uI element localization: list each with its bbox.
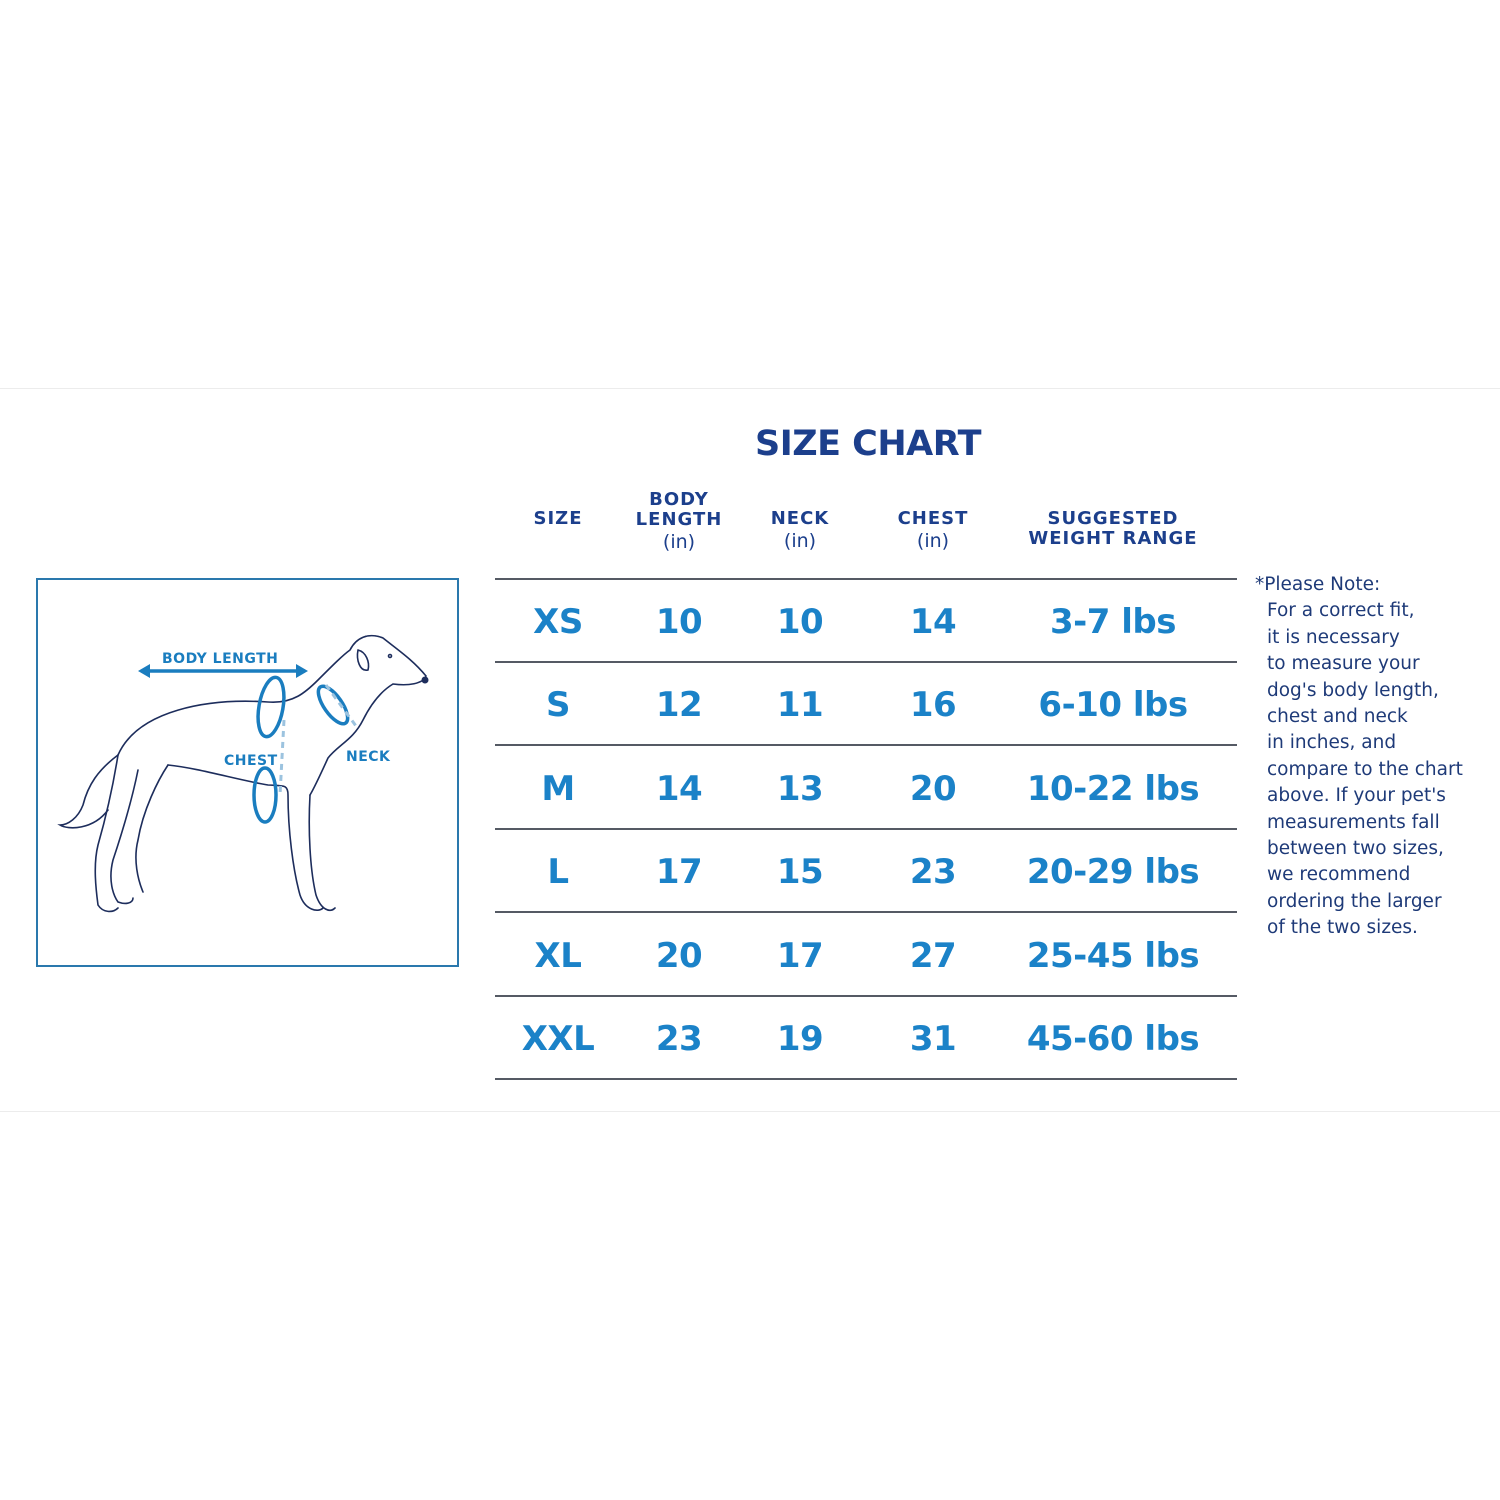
header-body-length: BODY LENGTH (in)	[629, 490, 729, 554]
page-title: SIZE CHART	[754, 424, 982, 464]
note-line: chest and neck	[1267, 706, 1408, 728]
header-label: BODY LENGTH	[635, 489, 723, 530]
table-cell: XL	[534, 935, 582, 976]
table-cell: L	[547, 852, 569, 893]
table-cell: 10-22 lbs	[1026, 768, 1200, 809]
note-line: measurements fall	[1267, 811, 1440, 833]
table-cell: XS	[533, 602, 583, 642]
chest-loop-icon	[256, 675, 286, 739]
table-divider	[495, 994, 1237, 997]
header-unit: (in)	[662, 531, 696, 553]
table-cell: 10	[776, 602, 824, 642]
table-cell: 16	[909, 685, 957, 726]
table-cell: 20-29 lbs	[1026, 852, 1200, 893]
table-cell: 20	[655, 935, 703, 976]
note-line: it is necessary	[1267, 626, 1400, 648]
note-line: between two sizes,	[1267, 838, 1444, 860]
header-neck: NECK (in)	[771, 509, 830, 553]
table-cell: 19	[776, 1019, 824, 1059]
table-cell: 31	[909, 1019, 957, 1059]
table-divider	[495, 578, 1237, 580]
header-label: SUGGESTED WEIGHT RANGE	[1028, 508, 1198, 549]
table-cell: 12	[655, 685, 703, 726]
table-cell: 14	[655, 768, 703, 809]
table-cell: 3-7 lbs	[1050, 602, 1177, 642]
table-cell: 17	[776, 935, 824, 976]
table-cell: 23	[909, 852, 957, 893]
note-line: ordering the larger	[1267, 890, 1442, 912]
header-size: SIZE	[533, 509, 582, 529]
table-cell: 13	[776, 768, 824, 809]
dog-illustration: BODY LENGTH CHEST NECK	[57, 634, 429, 913]
table-cell: S	[546, 685, 571, 726]
table-cell: 23	[655, 1019, 703, 1059]
table-divider	[495, 744, 1237, 747]
note-line: of the two sizes.	[1267, 917, 1418, 939]
note-line: above. If your pet's	[1267, 785, 1446, 807]
table-cell: 10	[655, 602, 703, 642]
size-chart-panel	[0, 388, 1500, 1112]
note-line: to measure your	[1267, 653, 1420, 675]
dog-measurement-diagram: BODY LENGTH CHEST NECK	[36, 578, 459, 967]
table-divider	[495, 661, 1237, 663]
dog-nose	[421, 676, 429, 684]
note-line: compare to the chart	[1267, 758, 1463, 780]
table-divider	[495, 1078, 1237, 1080]
note-line: For a correct fit,	[1267, 600, 1415, 622]
header-weight-range: SUGGESTED WEIGHT RANGE	[1018, 509, 1208, 549]
table-cell: 6-10 lbs	[1038, 685, 1188, 726]
note-line: we recommend	[1267, 864, 1411, 886]
header-unit: (in)	[916, 530, 950, 552]
body-length-label: BODY LENGTH	[162, 651, 278, 667]
note-line: dog's body length,	[1267, 679, 1439, 701]
neck-label: NECK	[346, 749, 391, 765]
header-label: CHEST	[897, 508, 969, 529]
table-cell: 25-45 lbs	[1026, 935, 1200, 976]
header-label: NECK	[770, 508, 830, 529]
table-divider	[495, 911, 1237, 914]
header-chest: CHEST (in)	[898, 509, 969, 553]
chest-loop-icon	[252, 766, 278, 824]
note-line: in inches, and	[1267, 732, 1397, 754]
header-label: SIZE	[533, 508, 583, 529]
table-cell: 14	[909, 602, 957, 642]
table-cell: 11	[776, 685, 824, 726]
table-cell: 27	[909, 935, 957, 976]
header-unit: (in)	[783, 530, 817, 552]
table-cell: XXL	[521, 1019, 595, 1059]
table-cell: 15	[776, 852, 824, 893]
fit-note: *Please Note: For a correct fit, it is nec…	[1255, 572, 1463, 942]
table-cell: 45-60 lbs	[1026, 1019, 1200, 1059]
table-divider	[495, 827, 1237, 830]
note-line: *Please Note:	[1255, 574, 1381, 595]
chest-label: CHEST	[224, 753, 278, 769]
table-cell: M	[541, 768, 575, 809]
table-cell: 20	[909, 768, 957, 809]
table-cell: 17	[655, 852, 703, 893]
neck-loop-icon	[316, 684, 350, 726]
